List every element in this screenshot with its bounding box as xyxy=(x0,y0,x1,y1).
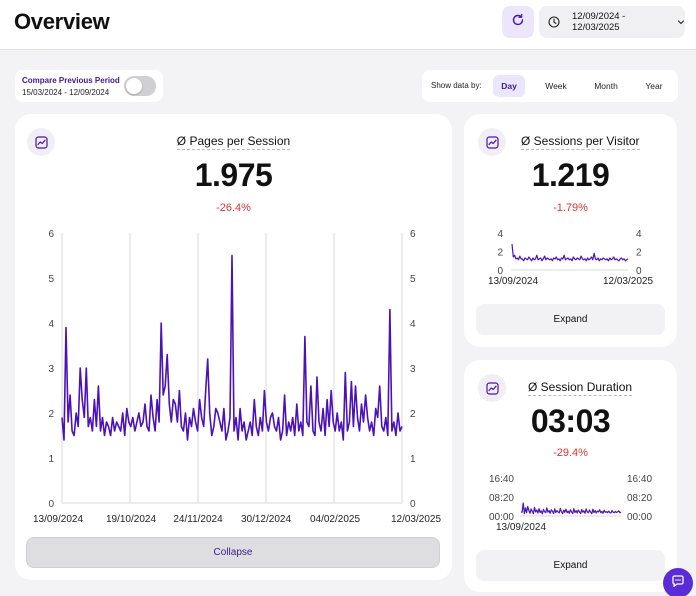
y-tick-label-right: 0 xyxy=(636,266,642,277)
expand-button[interactable]: Expand xyxy=(476,304,665,335)
y-tick-label: 0 xyxy=(48,499,54,510)
y-tick-label-right: 00:00 xyxy=(627,512,652,523)
y-tick-label-right: 4 xyxy=(410,319,416,330)
y-tick-label: 08:20 xyxy=(489,493,514,504)
y-tick-label: 4 xyxy=(48,319,54,330)
clock-icon xyxy=(548,16,560,28)
metric-delta: -26.4% xyxy=(216,202,251,214)
y-tick-label: 1 xyxy=(48,454,54,465)
y-tick-label-right: 6 xyxy=(410,229,416,240)
card-title: Ø Session Duration xyxy=(528,380,633,396)
x-tick-label: 30/12/2024 xyxy=(241,514,291,525)
metric-delta: -1.79% xyxy=(553,202,588,214)
granularity-week[interactable]: Week xyxy=(545,81,567,91)
y-tick-label-right: 08:20 xyxy=(627,493,652,504)
series-line xyxy=(511,244,629,262)
y-tick-label-right: 3 xyxy=(410,364,416,375)
compare-dates: 15/03/2024 - 12/09/2024 xyxy=(22,88,110,97)
show-data-by-label: Show data by: xyxy=(431,81,482,90)
y-tick-label: 0 xyxy=(497,266,503,277)
granularity-month[interactable]: Month xyxy=(594,81,618,91)
chart-line-icon xyxy=(478,374,506,402)
sessions-per-visitor-chart: 0 0 2 2 4 4 13/09/2024 12/03/2025 xyxy=(488,229,653,287)
session-duration-chart: 00:00 00:00 08:20 08:20 16:40 16:40 13/09/2024 xyxy=(489,474,652,533)
pages-per-session-card: Ø Pages per Session 1.975 -26.4% 0 0 1 1 2 2 3… xyxy=(15,114,452,580)
metric-value: 1.975 xyxy=(194,157,273,193)
top-bar: Overview 12/09/2024 - 12/03/2025 xyxy=(0,0,696,50)
y-tick-label-right: 0 xyxy=(410,499,416,510)
session-duration-card: Ø Session Duration 03:03 -29.4% 00:00 00:… xyxy=(464,360,677,592)
x-tick-label: 13/09/2024 xyxy=(33,514,83,525)
y-tick-label: 00:00 xyxy=(489,512,514,523)
x-tick-label: 24/11/2024 xyxy=(173,514,223,525)
page-title: Overview xyxy=(14,9,110,34)
refresh-icon xyxy=(511,13,525,32)
y-tick-label: 6 xyxy=(48,229,54,240)
x-tick-label: 19/10/2024 xyxy=(106,514,156,525)
series-line xyxy=(61,254,403,441)
collapse-button[interactable]: Collapse xyxy=(26,537,440,568)
pages-per-session-chart: 0 0 1 1 2 2 3 3 4 4 5 5 6 6 13/09/2024 19/10/2024 24/11/… xyxy=(33,229,441,525)
y-tick-label: 2 xyxy=(497,248,503,259)
y-tick-label: 4 xyxy=(497,229,503,240)
date-range-value: 12/09/2024 - 12/03/2025 xyxy=(572,11,626,33)
x-tick-label: 04/02/2025 xyxy=(310,514,360,525)
compare-previous-period: Compare Previous Period 15/03/2024 - 12/… xyxy=(15,70,163,102)
y-tick-label: 5 xyxy=(48,274,54,285)
toggle-knob xyxy=(126,78,142,94)
granularity-year[interactable]: Year xyxy=(645,81,663,91)
card-title: Ø Pages per Session xyxy=(176,134,291,150)
date-range-picker[interactable]: 12/09/2024 - 12/03/2025 xyxy=(539,6,685,38)
chart-line-icon xyxy=(478,128,506,156)
refresh-button[interactable] xyxy=(502,6,534,38)
chart-line-icon xyxy=(27,128,55,156)
chat-button[interactable] xyxy=(663,568,693,596)
y-tick-label-right: 1 xyxy=(410,454,416,465)
granularity-selector: Show data by: Day Week Month Year xyxy=(422,70,678,102)
y-tick-label-right: 16:40 xyxy=(627,474,652,485)
y-tick-label-right: 4 xyxy=(636,229,642,240)
y-tick-label: 2 xyxy=(48,409,54,420)
x-tick-label: 13/09/2024 xyxy=(488,276,538,287)
expand-button[interactable]: Expand xyxy=(476,550,665,581)
compare-label: Compare Previous Period xyxy=(22,76,120,85)
chevron-down-icon xyxy=(677,18,685,26)
y-tick-label-right: 2 xyxy=(636,248,642,259)
x-tick-label: 13/09/2024 xyxy=(496,522,546,533)
metric-delta: -29.4% xyxy=(553,447,588,459)
x-tick-label: 12/03/2025 xyxy=(603,276,653,287)
metric-value: 1.219 xyxy=(531,157,610,193)
compare-toggle[interactable] xyxy=(124,76,156,96)
chat-icon xyxy=(671,574,685,593)
y-tick-label: 16:40 xyxy=(489,474,514,485)
sessions-per-visitor-card: Ø Sessions per Visitor 1.219 -1.79% 0 0 2 2… xyxy=(464,114,677,347)
series-line xyxy=(520,502,622,515)
x-tick-label: 12/03/2025 xyxy=(391,514,441,525)
card-title: Ø Sessions per Visitor xyxy=(521,134,640,150)
y-tick-label-right: 5 xyxy=(410,274,416,285)
granularity-day[interactable]: Day xyxy=(493,75,525,97)
metric-value: 03:03 xyxy=(530,403,611,439)
y-tick-label-right: 2 xyxy=(410,409,416,420)
y-tick-label: 3 xyxy=(48,364,54,375)
